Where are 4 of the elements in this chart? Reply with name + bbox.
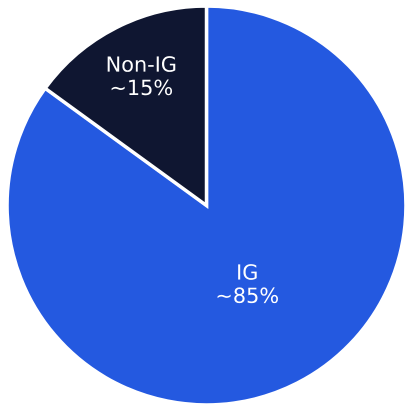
- slice-label: IG: [238, 264, 257, 280]
- data-label: ~15%: [112, 79, 172, 96]
- slice-label: Non-IG: [108, 56, 176, 72]
- data-label: ~85%: [218, 287, 278, 304]
